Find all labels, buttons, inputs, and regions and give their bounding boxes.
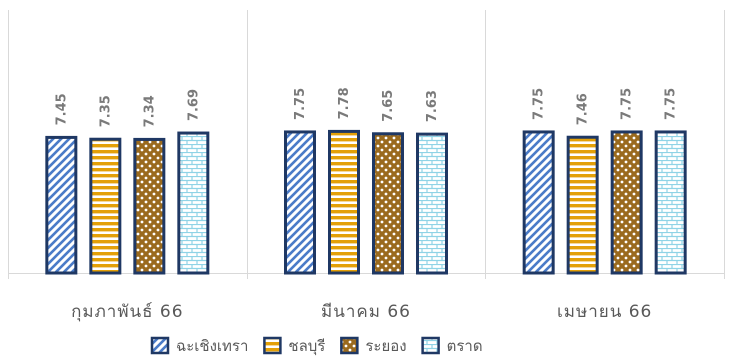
- x-tick-label: มีนาคม 66: [321, 302, 411, 322]
- data-label: 7.69: [186, 89, 201, 121]
- data-label: 7.65: [381, 90, 396, 122]
- data-label: 7.45: [54, 93, 69, 125]
- legend-swatch: [150, 336, 170, 355]
- bar-ระยอง-เมษายน 66: [610, 130, 643, 275]
- bar-ชลบุรี-มีนาคม 66: [328, 129, 360, 275]
- legend-label: ฉะเชิงเทรา: [176, 337, 248, 355]
- bar-ตราด-เมษายน 66: [654, 130, 687, 275]
- legend-swatch: [263, 336, 282, 355]
- bar-ฉะเชิงเทรา-มีนาคม 66: [284, 130, 316, 275]
- legend-label: ระยอง: [365, 337, 406, 355]
- legend: ฉะเชิงเทรา ชลบุรี ระยอง ตราด: [150, 336, 483, 356]
- bar-ตราด-กุมภาพันธ์ 66: [177, 131, 210, 275]
- legend-swatch: [421, 336, 440, 355]
- bar-ชลบุรี-เมษายน 66: [566, 135, 599, 275]
- data-label: 7.35: [98, 95, 113, 127]
- legend-swatch: [340, 336, 359, 355]
- x-tick-label: กุมภาพันธ์ 66: [71, 302, 184, 322]
- legend-label: ตราด: [447, 337, 483, 355]
- data-label: 7.75: [664, 88, 679, 120]
- data-label: 7.75: [293, 88, 308, 120]
- data-label: 7.78: [337, 87, 352, 119]
- data-label: 7.75: [620, 88, 635, 120]
- bar-ระยอง-มีนาคม 66: [372, 132, 404, 275]
- bar-ระยอง-กุมภาพันธ์ 66: [133, 137, 166, 275]
- axes: [8, 10, 725, 279]
- bar-ฉะเชิงเทรา-เมษายน 66: [522, 130, 555, 275]
- data-label: 7.75: [532, 88, 547, 120]
- x-tick-labels: กุมภาพันธ์ 66 มีนาคม 66 เมษายน 66: [71, 302, 652, 322]
- x-tick-label: เมษายน 66: [557, 302, 652, 322]
- data-labels: 7.45 7.35 7.34 7.69 7.75 7.78 7.65 7.63 7.75 7.46…: [54, 87, 678, 127]
- data-label: 7.63: [425, 90, 440, 122]
- data-label: 7.34: [142, 95, 157, 127]
- bar-ฉะเชิงเทรา-กุมภาพันธ์ 66: [45, 135, 78, 275]
- data-label: 7.46: [576, 93, 591, 125]
- bars: [45, 129, 687, 275]
- bar-ชลบุรี-กุมภาพันธ์ 66: [89, 137, 122, 275]
- legend-label: ชลบุรี: [288, 337, 325, 356]
- bar-ตราด-มีนาคม 66: [416, 132, 448, 275]
